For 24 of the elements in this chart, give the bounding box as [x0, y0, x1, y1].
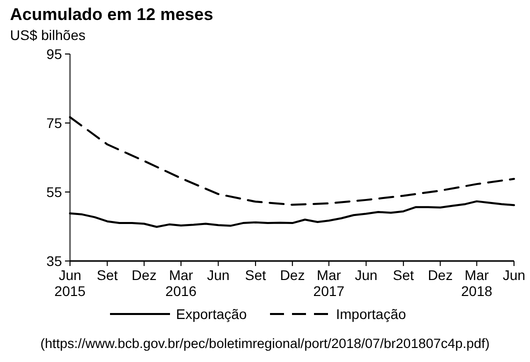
x-tick-label: Jun [354, 267, 378, 283]
line-series [69, 200, 515, 228]
line-series [69, 116, 515, 206]
y-tick-label: 95 [46, 46, 62, 62]
chart-title: Acumulado em 12 meses [10, 5, 214, 24]
x-tick-label: Mar 2017 [313, 267, 345, 299]
x-tick-label: Dez [428, 267, 453, 283]
y-tick-label: 75 [46, 114, 62, 131]
y-tick-label: 35 [46, 252, 62, 269]
legend-label: Exportação [176, 306, 248, 322]
x-tick-label: Dez [132, 267, 157, 283]
text: (https://www.bcb.gov.br/pec/boletimregional/port/2018/07/br201807c4p.pdf) [40, 336, 490, 351]
x-tick-label: Set [96, 267, 118, 283]
x-tick-label: Jun [206, 267, 230, 283]
x-tick-label: Set [392, 267, 414, 283]
x-tick-label: Mar 2018 [461, 267, 493, 299]
legend-label: Importação [336, 306, 406, 322]
x-tick-label: Jun [502, 267, 526, 283]
x-tick-label: Jun 2015 [54, 267, 86, 299]
y-tick-label: 55 [46, 184, 62, 200]
x-tick-label: Dez [280, 267, 305, 283]
x-tick-label: Set [245, 267, 266, 283]
chart-subtitle: US$ bilhões [10, 27, 86, 43]
x-tick-label: Mar 2016 [165, 267, 197, 299]
